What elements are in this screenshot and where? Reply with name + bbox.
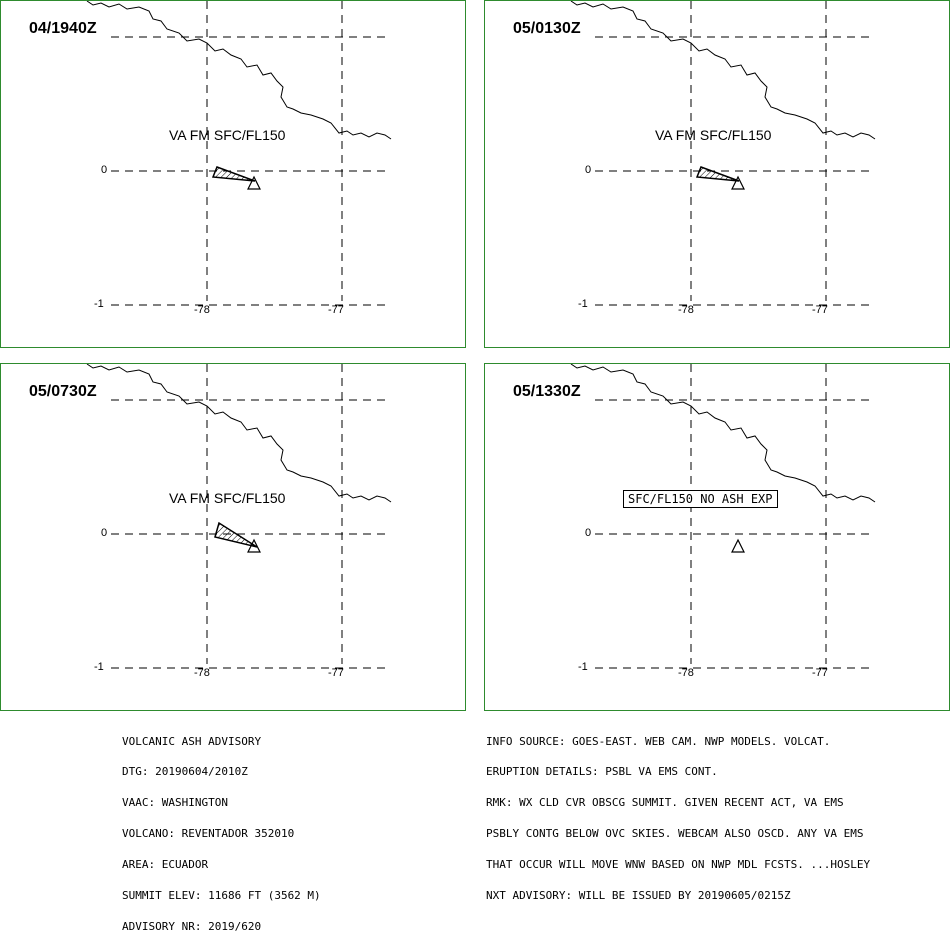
lon-label-78: -78 <box>678 667 694 679</box>
lon-label-77: -77 <box>812 667 828 679</box>
coastline-line <box>570 1 876 140</box>
panel-time-stamp: 05/0130Z <box>513 20 581 37</box>
ash-layer-label: VA FM SFC/FL150 <box>169 127 286 143</box>
advisory-line: ADVISORY NR: 2019/620 <box>122 919 262 933</box>
advisory-line: VOLCANIC ASH ADVISORY <box>122 734 262 748</box>
lat-label-minus1: -1 <box>578 298 588 310</box>
advisory-line: VOLCANO: REVENTADOR 352010 <box>122 827 295 841</box>
forecast-panel-2: 05/0130Z VA FM SFC/FL150 0 -1 -78 -77 <box>484 0 950 348</box>
advisory-line: PSBLY CONTG BELOW OVC SKIES. WEBCAM ALSO… <box>486 827 864 841</box>
advisory-line: NXT ADVISORY: WILL BE ISSUED BY 20190605… <box>486 889 791 903</box>
map-canvas <box>86 364 392 669</box>
ash-layer-label: VA FM SFC/FL150 <box>655 127 772 143</box>
lat-label-0: 0 <box>585 527 592 539</box>
lon-label-77: -77 <box>328 304 344 316</box>
forecast-panel-4: 05/1330Z SFC/FL150 NO ASH EXP 0 -1 -78 -… <box>484 363 950 711</box>
coastline-line <box>570 364 876 503</box>
lat-label-minus1: -1 <box>94 298 104 310</box>
lon-label-78: -78 <box>678 304 694 316</box>
advisory-line: RMK: WX CLD CVR OBSCG SUMMIT. GIVEN RECE… <box>486 796 844 810</box>
lat-label-0: 0 <box>585 164 592 176</box>
advisory-line: ERUPTION DETAILS: PSBL VA EMS CONT. <box>486 765 718 779</box>
advisory-header-block: VOLCANIC ASH ADVISORY DTG: 20190604/2010… <box>122 716 321 943</box>
advisory-line: VAAC: WASHINGTON <box>122 796 228 810</box>
ash-plume-area <box>214 521 258 548</box>
panel-time-stamp: 05/0730Z <box>29 383 97 400</box>
lat-label-0: 0 <box>101 164 108 176</box>
map-canvas <box>86 1 392 306</box>
lon-label-77: -77 <box>328 667 344 679</box>
lat-label-minus1: -1 <box>578 661 588 673</box>
lon-label-77: -77 <box>812 304 828 316</box>
advisory-line: DTG: 20190604/2010Z <box>122 765 248 779</box>
advisory-line: SUMMIT ELEV: 11686 FT (3562 M) <box>122 889 321 903</box>
advisory-remarks-block: INFO SOURCE: GOES-EAST. WEB CAM. NWP MOD… <box>486 716 870 912</box>
lon-label-78: -78 <box>194 304 210 316</box>
advisory-line: THAT OCCUR WILL MOVE WNW BASED ON NWP MD… <box>486 858 871 872</box>
volcano-triangle-icon <box>247 175 261 190</box>
panel-time-stamp: 05/1330Z <box>513 383 581 400</box>
volcano-triangle-icon <box>731 538 745 553</box>
coastline-line <box>86 364 392 503</box>
volcano-triangle-icon <box>731 175 745 190</box>
advisory-line: AREA: ECUADOR <box>122 858 209 872</box>
ash-plume-area <box>695 166 740 182</box>
panel-time-stamp: 04/1940Z <box>29 20 97 37</box>
forecast-panel-1: 04/1940Z VA FM SFC/FL150 0 -1 -78 -77 <box>0 0 466 348</box>
ash-plume-area <box>211 166 256 182</box>
ash-layer-label: VA FM SFC/FL150 <box>169 490 286 506</box>
advisory-line: INFO SOURCE: GOES-EAST. WEB CAM. NWP MOD… <box>486 734 831 748</box>
coastline-line <box>86 1 392 140</box>
map-canvas <box>570 1 876 306</box>
lat-label-minus1: -1 <box>94 661 104 673</box>
lat-label-0: 0 <box>101 527 108 539</box>
forecast-panel-3: 05/0730Z VA FM SFC/FL150 0 -1 -78 -77 <box>0 363 466 711</box>
map-canvas <box>570 364 876 669</box>
lon-label-78: -78 <box>194 667 210 679</box>
no-ash-expected-box: SFC/FL150 NO ASH EXP <box>623 490 778 508</box>
